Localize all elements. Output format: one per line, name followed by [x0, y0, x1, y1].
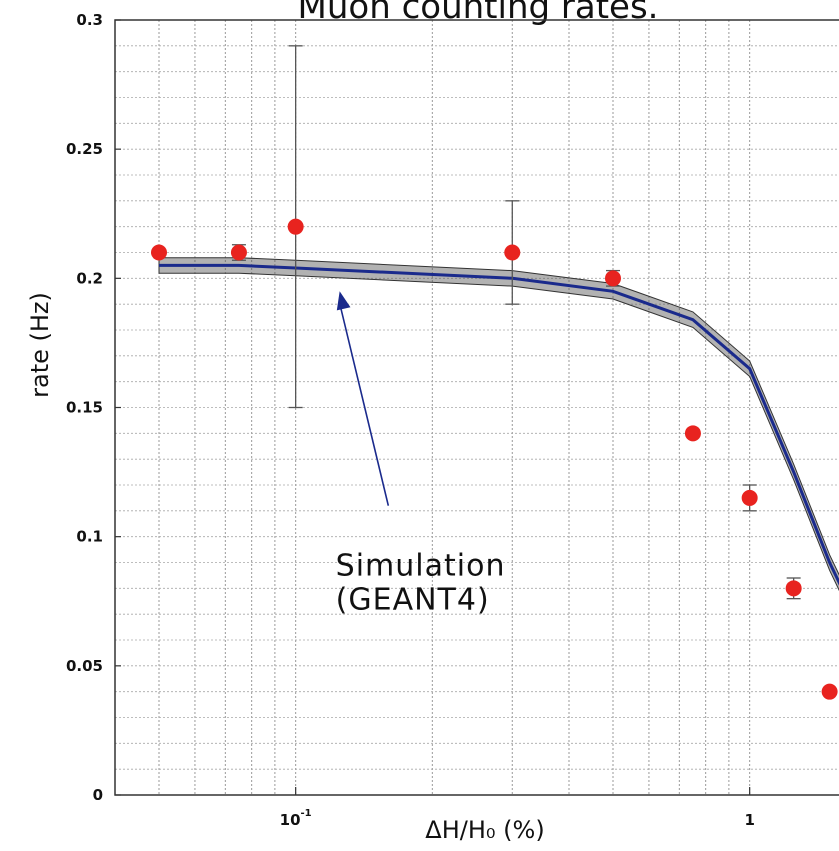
data-point — [230, 244, 247, 261]
x-tick-base: 1 — [744, 811, 754, 829]
y-tick-label: 0.3 — [76, 11, 103, 29]
annotation-arrow-head — [336, 291, 351, 311]
simulation-line — [159, 263, 839, 586]
data-point — [604, 270, 621, 287]
data-point — [150, 244, 167, 261]
y-axis-label: rate (Hz) — [26, 292, 54, 398]
x-axis-ticks: 10-1 1 — [280, 787, 755, 829]
data-point — [504, 244, 521, 261]
y-tick-label: 0.15 — [66, 399, 103, 417]
y-axis-ticks: 0 0.05 0.1 0.15 0.2 0.25 0.3 — [66, 11, 121, 804]
data-point — [741, 489, 758, 506]
chart-title: Muon counting rates. — [298, 0, 659, 27]
x-tick-label: 1 — [744, 811, 754, 829]
data-point — [821, 683, 838, 700]
simulation-error-band — [158, 257, 839, 592]
data-point — [785, 580, 802, 597]
x-axis-label: ΔH/H₀ (%) — [425, 816, 544, 844]
y-tick-label: 0.05 — [66, 657, 103, 675]
x-tick-base: 10 — [280, 811, 301, 829]
annotation: Simulation(GEANT4) — [336, 291, 506, 617]
y-tick-label: 0.25 — [66, 140, 103, 158]
data-point — [684, 425, 701, 442]
y-tick-label: 0 — [93, 786, 103, 804]
y-tick-label: 0.1 — [76, 528, 103, 546]
x-tick-exponent: -1 — [301, 808, 312, 819]
annotation-line: (GEANT4) — [336, 582, 490, 617]
data-point — [287, 218, 304, 235]
y-tick-label: 0.2 — [76, 269, 103, 287]
series-layer — [150, 45, 839, 700]
x-tick-label: 10-1 — [280, 808, 312, 829]
annotation-line: Simulation — [336, 548, 506, 583]
annotation-arrow-shaft — [338, 303, 390, 506]
